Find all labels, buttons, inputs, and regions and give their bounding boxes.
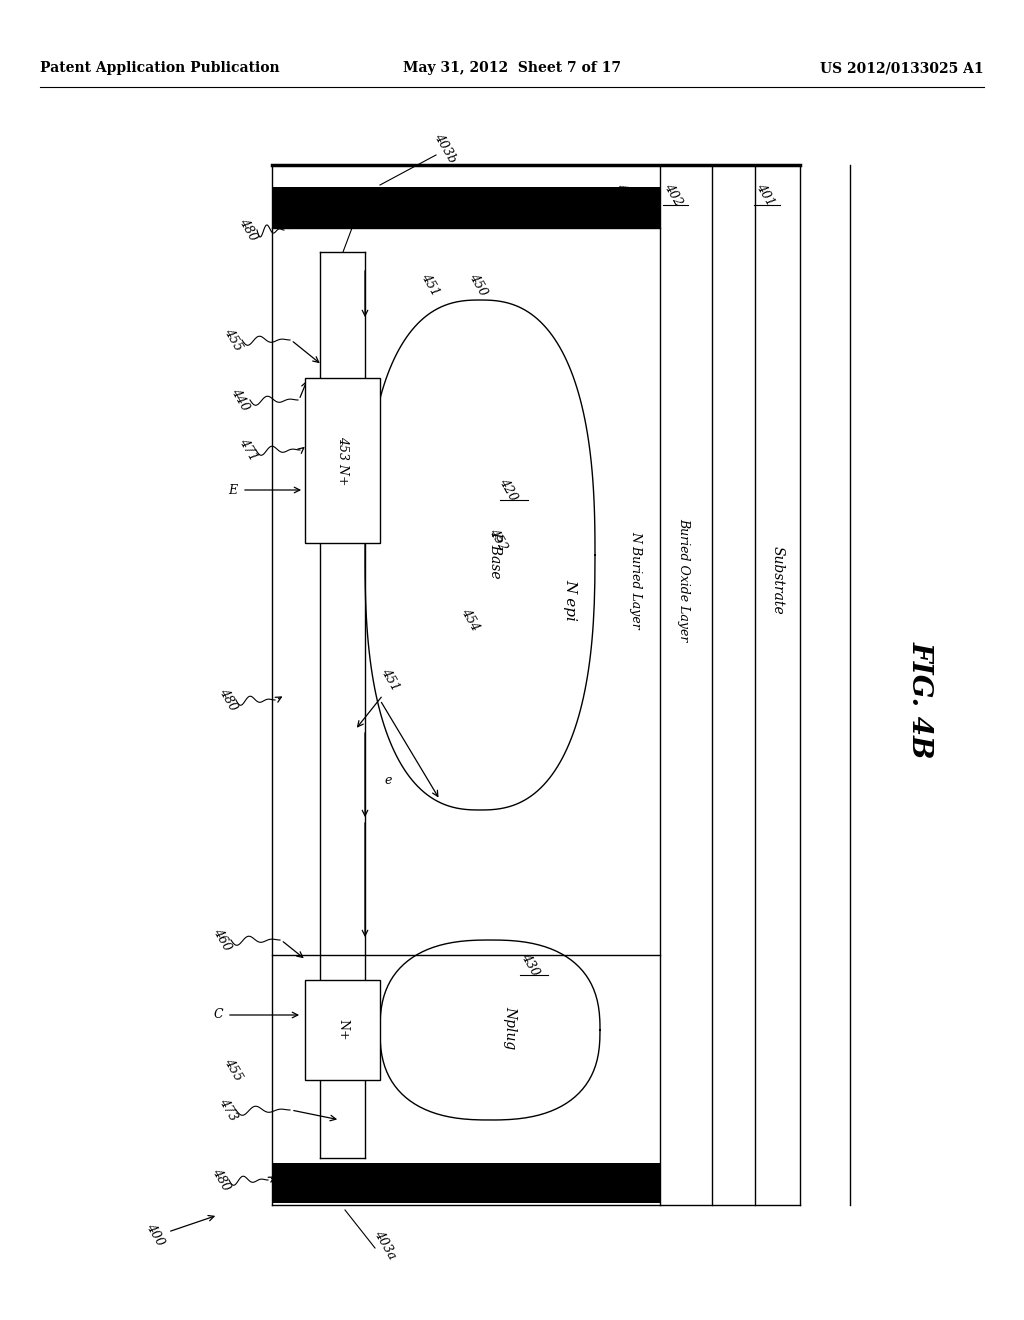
Text: 473: 473: [216, 1097, 240, 1123]
Text: 440: 440: [613, 181, 637, 209]
Text: 455: 455: [221, 1056, 245, 1084]
Text: 480: 480: [216, 686, 240, 714]
Text: e: e: [384, 774, 392, 787]
Text: 455: 455: [221, 326, 245, 354]
Text: 453: 453: [350, 191, 374, 219]
Text: 451: 451: [419, 272, 441, 298]
Text: 403a: 403a: [372, 1228, 398, 1262]
Text: 451: 451: [379, 667, 401, 693]
Text: 480: 480: [237, 216, 260, 244]
Text: 400: 400: [143, 1221, 167, 1249]
Text: 471: 471: [237, 437, 260, 463]
Text: 450: 450: [466, 272, 489, 298]
Text: 440: 440: [228, 387, 252, 413]
Text: 430: 430: [518, 952, 542, 978]
Text: Nplug: Nplug: [503, 1006, 517, 1049]
Text: E: E: [228, 483, 238, 496]
Text: 420: 420: [497, 477, 519, 504]
Text: P Base: P Base: [488, 531, 502, 578]
Bar: [305, 979, 380, 1080]
Text: 454: 454: [459, 606, 481, 634]
Text: 452: 452: [486, 527, 510, 553]
Text: Patent Application Publication: Patent Application Publication: [40, 61, 280, 75]
Text: 401: 401: [754, 181, 776, 209]
Text: FIG. 4B: FIG. 4B: [906, 642, 934, 759]
Bar: [272, 1163, 660, 1203]
Text: US 2012/0133025 A1: US 2012/0133025 A1: [820, 61, 984, 75]
Bar: [272, 187, 660, 228]
Text: 403b: 403b: [431, 131, 459, 165]
Text: N+: N+: [336, 1019, 349, 1040]
Text: N Buried Layer: N Buried Layer: [630, 531, 642, 628]
Text: 402: 402: [662, 181, 685, 209]
Text: 480: 480: [209, 1167, 232, 1193]
Text: 453 N+: 453 N+: [336, 436, 349, 486]
Text: C: C: [213, 1008, 223, 1022]
Bar: [305, 378, 380, 543]
Text: 460: 460: [210, 927, 233, 953]
Text: Substrate: Substrate: [771, 545, 785, 614]
Text: May 31, 2012  Sheet 7 of 17: May 31, 2012 Sheet 7 of 17: [403, 61, 621, 75]
Text: Buried Oxide Layer: Buried Oxide Layer: [678, 519, 690, 642]
Text: N epi: N epi: [563, 579, 577, 620]
